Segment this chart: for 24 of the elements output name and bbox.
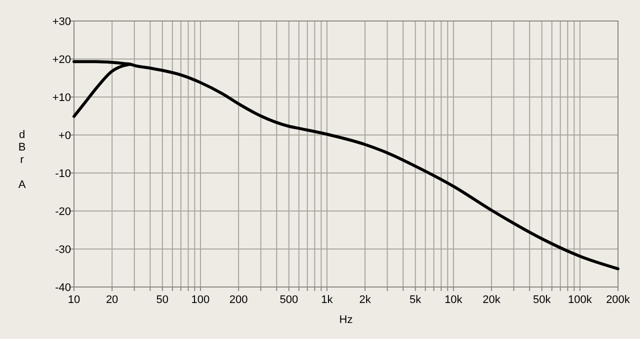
y-tick-label: -10 [55,168,71,180]
x-tick-label: 50k [532,294,552,306]
y-tick-label: -40 [55,282,71,294]
x-tick-label: 200 [229,294,248,306]
y-tick-label: -30 [55,244,71,256]
x-tick-label: 10k [444,294,463,306]
x-tick-label: 50 [156,294,169,306]
x-tick-label: 20 [106,294,118,306]
x-tick-label: 100k [568,294,592,306]
x-axis-title: Hz [339,314,353,326]
x-tick-label: 2k [359,294,372,306]
y-tick-label: -20 [55,206,71,218]
x-tick-label: 200k [606,294,630,306]
x-tick-label: 1k [321,294,334,306]
y-tick-label: +30 [52,16,71,28]
y-tick-label: +0 [58,130,71,142]
x-tick-label: 10 [68,294,80,306]
x-tick-label: 20k [482,294,501,306]
y-tick-label: +20 [52,54,71,66]
x-tick-label: 5k [410,294,422,306]
y-axis-title: dBr A [18,129,26,191]
x-tick-label: 500 [280,294,298,306]
x-tick-label: 100 [191,294,210,306]
y-tick-label: +10 [52,92,71,104]
